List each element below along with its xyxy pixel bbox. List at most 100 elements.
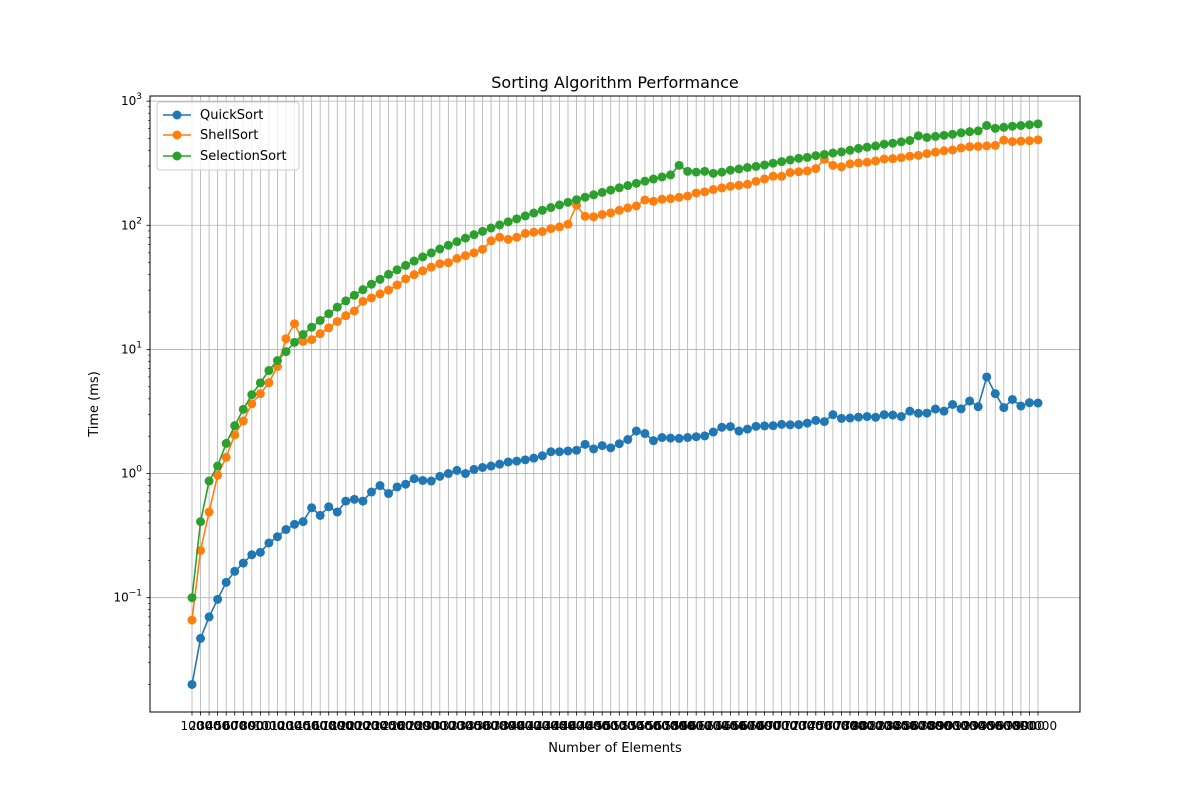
point-selectionsort (948, 129, 958, 139)
x-tick-label: 300 (198, 719, 221, 733)
point-selectionsort (742, 163, 752, 173)
point-shellsort (512, 232, 522, 242)
x-tick-label: 1200 (271, 719, 302, 733)
point-shellsort (999, 135, 1009, 145)
point-selectionsort (375, 274, 385, 284)
point-shellsort (683, 191, 693, 201)
x-tick-label: 7100 (775, 719, 806, 733)
point-shellsort (922, 149, 932, 159)
point-shellsort (640, 195, 650, 205)
point-shellsort (623, 203, 633, 213)
point-shellsort (930, 147, 940, 157)
x-tick-label: 9900 (1014, 719, 1045, 733)
point-quicksort (358, 496, 368, 506)
point-quicksort (469, 464, 479, 474)
series-lines (187, 119, 1043, 689)
point-quicksort (580, 439, 590, 449)
point-selectionsort (674, 160, 684, 170)
point-selectionsort (221, 438, 231, 448)
x-tick-label: 3100 (433, 719, 464, 733)
point-shellsort (939, 146, 949, 156)
x-tick-label: 10000 (1019, 719, 1057, 733)
point-quicksort (708, 427, 718, 437)
axis-ticks: 1002003004005006007008009001000110012001… (113, 92, 1057, 733)
point-selectionsort (666, 170, 676, 180)
point-shellsort (187, 615, 197, 625)
point-selectionsort (597, 187, 607, 197)
x-tick-label: 6700 (741, 719, 772, 733)
x-tick-label: 1000 (254, 719, 285, 733)
x-tick-label: 2000 (339, 719, 370, 733)
point-selectionsort (469, 230, 479, 240)
point-quicksort (717, 422, 727, 432)
point-shellsort (375, 289, 385, 299)
legend-label-selectionsort: SelectionSort (200, 149, 287, 164)
legend-label-shellsort: ShellSort (200, 128, 258, 143)
point-shellsort (580, 211, 590, 221)
point-selectionsort (871, 141, 881, 151)
point-selectionsort (281, 347, 291, 357)
x-tick-label: 2300 (365, 719, 396, 733)
point-quicksort (871, 412, 881, 422)
point-shellsort (366, 293, 376, 303)
point-selectionsort (1033, 119, 1043, 129)
point-quicksort (777, 419, 787, 429)
x-tick-label: 5200 (613, 719, 644, 733)
point-selectionsort (879, 139, 889, 149)
point-selectionsort (862, 142, 872, 152)
point-shellsort (332, 316, 342, 326)
point-selectionsort (905, 135, 915, 145)
point-shellsort (734, 180, 744, 190)
point-quicksort (546, 447, 556, 457)
point-selectionsort (272, 356, 282, 366)
point-selectionsort (691, 167, 701, 177)
point-selectionsort (255, 378, 265, 388)
point-selectionsort (913, 131, 923, 141)
x-axis-label: Number of Elements (548, 741, 682, 756)
point-selectionsort (1016, 121, 1026, 131)
point-selectionsort (614, 183, 624, 193)
point-shellsort (777, 171, 787, 181)
point-selectionsort (734, 164, 744, 174)
x-tick-label: 700 (232, 719, 255, 733)
point-quicksort (606, 443, 616, 453)
x-tick-label: 1700 (313, 719, 344, 733)
point-shellsort (221, 452, 231, 462)
x-tick-label: 3300 (450, 719, 481, 733)
point-selectionsort (845, 145, 855, 155)
point-selectionsort (802, 152, 812, 162)
point-quicksort (589, 444, 599, 454)
point-quicksort (939, 406, 949, 416)
point-quicksort (1007, 394, 1017, 404)
legend-label-quicksort: QuickSort (200, 108, 263, 123)
x-tick-label: 2700 (399, 719, 430, 733)
point-selectionsort (640, 176, 650, 186)
point-quicksort (478, 462, 488, 472)
point-selectionsort (777, 157, 787, 167)
point-shellsort (1033, 135, 1043, 145)
point-quicksort (196, 633, 206, 643)
x-tick-label: 800 (240, 719, 263, 733)
point-selectionsort (819, 149, 829, 159)
point-selectionsort (332, 302, 342, 312)
x-tick-label: 3500 (467, 719, 498, 733)
point-quicksort (982, 372, 992, 382)
point-quicksort (879, 410, 889, 420)
point-quicksort (435, 471, 445, 481)
x-tick-label: 7200 (783, 719, 814, 733)
x-tick-label: 5100 (604, 719, 635, 733)
legend-marker-selectionsort (172, 151, 182, 161)
x-tick-label: 3000 (425, 719, 456, 733)
point-quicksort (349, 494, 359, 504)
point-selectionsort (1007, 121, 1017, 131)
y-tick-label: 102 (121, 216, 142, 232)
point-selectionsort (708, 168, 718, 178)
point-shellsort (708, 185, 718, 195)
x-tick-label: 8300 (877, 719, 908, 733)
point-selectionsort (546, 203, 556, 213)
point-selectionsort (717, 167, 727, 177)
point-shellsort (298, 336, 308, 346)
x-tick-label: 4500 (553, 719, 584, 733)
point-quicksort (418, 475, 428, 485)
point-selectionsort (298, 329, 308, 339)
